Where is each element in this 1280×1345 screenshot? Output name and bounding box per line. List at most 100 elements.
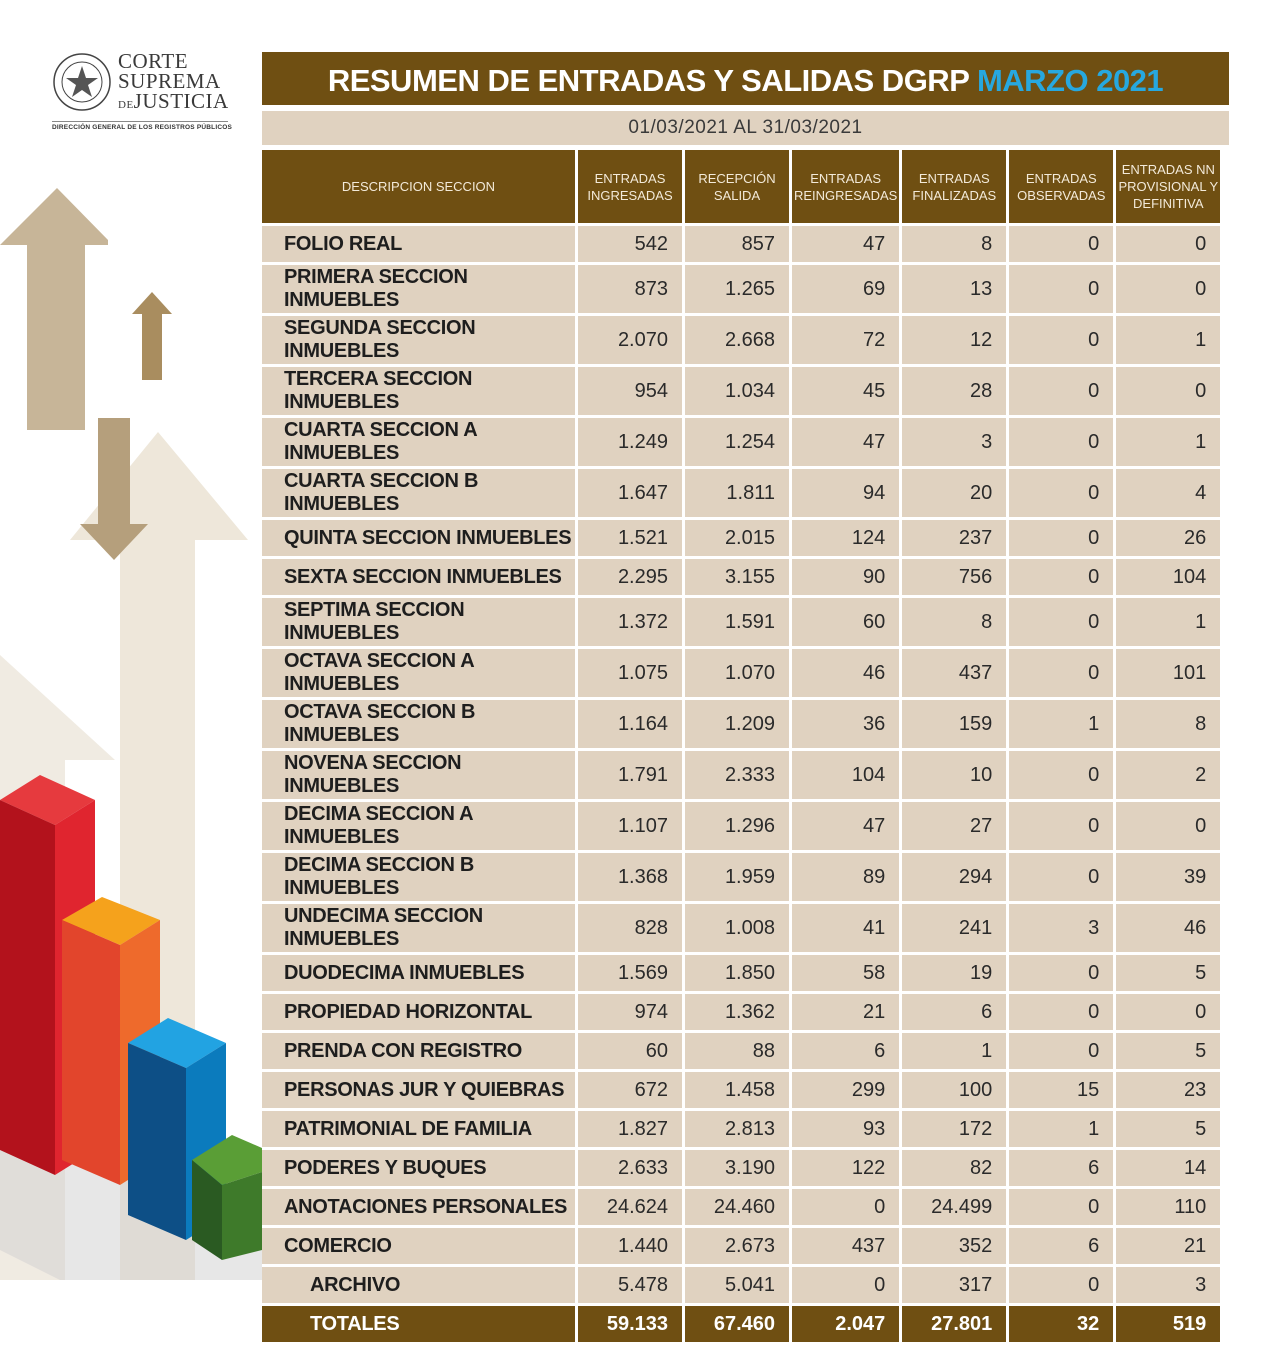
totals-value: 59.133 xyxy=(578,1306,682,1342)
row-label: FOLIO REAL xyxy=(262,226,575,262)
row-label: ARCHIVO xyxy=(262,1267,575,1303)
table-row: PROPIEDAD HORIZONTAL 974 1.362 21 6 0 0 xyxy=(262,994,1221,1030)
table-row: CUARTA SECCION A INMUEBLES 1.249 1.254 47 3 0… xyxy=(262,418,1221,466)
row-value: 60 xyxy=(792,598,900,646)
row-value: 0 xyxy=(1009,316,1114,364)
row-value: 2.813 xyxy=(685,1111,789,1147)
row-value: 1.458 xyxy=(685,1072,789,1108)
row-value: 2.015 xyxy=(685,520,789,556)
row-value: 27 xyxy=(902,802,1007,850)
row-value: 1 xyxy=(1009,1111,1114,1147)
row-value: 1.811 xyxy=(685,469,789,517)
row-value: 90 xyxy=(792,559,900,595)
row-value: 1.008 xyxy=(685,904,789,952)
row-value: 21 xyxy=(1116,1228,1221,1264)
title-main: RESUMEN DE ENTRADAS Y SALIDAS DGRP xyxy=(327,63,970,98)
row-value: 26 xyxy=(1116,520,1221,556)
row-label: DUODECIMA INMUEBLES xyxy=(262,955,575,991)
row-label: DECIMA SECCION A INMUEBLES xyxy=(262,802,575,850)
row-value: 2.070 xyxy=(578,316,682,364)
row-value: 1.827 xyxy=(578,1111,682,1147)
row-value: 6 xyxy=(1009,1228,1114,1264)
bar-chart-3d-icon xyxy=(0,775,262,1260)
row-value: 672 xyxy=(578,1072,682,1108)
row-value: 5.041 xyxy=(685,1267,789,1303)
row-value: 36 xyxy=(792,700,900,748)
arrow-up-icon xyxy=(132,292,172,380)
row-value: 1.070 xyxy=(685,649,789,697)
row-value: 0 xyxy=(1009,802,1114,850)
row-value: 5 xyxy=(1116,1111,1221,1147)
row-label: OCTAVA SECCION B INMUEBLES xyxy=(262,700,575,748)
row-label: NOVENA SECCION INMUEBLES xyxy=(262,751,575,799)
table-row: QUINTA SECCION INMUEBLES 1.521 2.015 124 237… xyxy=(262,520,1221,556)
row-value: 82 xyxy=(902,1150,1007,1186)
row-value: 1.107 xyxy=(578,802,682,850)
table-row: SEPTIMA SECCION INMUEBLES 1.372 1.591 60 8 0 1 xyxy=(262,598,1221,646)
header-entradas-finalizadas: ENTRADAS FINALIZADAS xyxy=(902,150,1007,223)
table-row: OCTAVA SECCION B INMUEBLES 1.164 1.209 36 15… xyxy=(262,700,1221,748)
table-row: SEGUNDA SECCION INMUEBLES 2.070 2.668 72 12 0… xyxy=(262,316,1221,364)
summary-table: DESCRIPCION SECCION ENTRADAS INGRESADAS … xyxy=(259,147,1223,1345)
row-value: 0 xyxy=(1116,367,1221,415)
row-value: 0 xyxy=(1009,1033,1114,1069)
row-value: 0 xyxy=(1009,469,1114,517)
row-label: TERCERA SECCION INMUEBLES xyxy=(262,367,575,415)
row-label: CUARTA SECCION A INMUEBLES xyxy=(262,418,575,466)
row-value: 3 xyxy=(1116,1267,1221,1303)
row-value: 100 xyxy=(902,1072,1007,1108)
row-value: 2.333 xyxy=(685,751,789,799)
court-seal-icon xyxy=(53,53,111,111)
row-value: 24.624 xyxy=(578,1189,682,1225)
row-value: 46 xyxy=(1116,904,1221,952)
row-value: 5 xyxy=(1116,1033,1221,1069)
row-value: 1.850 xyxy=(685,955,789,991)
table-header-row: DESCRIPCION SECCION ENTRADAS INGRESADAS … xyxy=(262,150,1221,223)
title-accent: MARZO 2021 xyxy=(976,63,1164,98)
row-label: OCTAVA SECCION A INMUEBLES xyxy=(262,649,575,697)
row-value: 0 xyxy=(1009,649,1114,697)
row-value: 1 xyxy=(1116,418,1221,466)
row-value: 122 xyxy=(792,1150,900,1186)
row-value: 3 xyxy=(1009,904,1114,952)
row-value: 2 xyxy=(1116,751,1221,799)
row-value: 2.673 xyxy=(685,1228,789,1264)
table-row: CUARTA SECCION B INMUEBLES 1.647 1.811 94 20… xyxy=(262,469,1221,517)
totals-value: 2.047 xyxy=(792,1306,900,1342)
row-value: 954 xyxy=(578,367,682,415)
row-value: 1.164 xyxy=(578,700,682,748)
logo-line-2: SUPREMA xyxy=(118,69,221,93)
row-value: 0 xyxy=(1009,1189,1114,1225)
row-label: SEGUNDA SECCION INMUEBLES xyxy=(262,316,575,364)
row-value: 94 xyxy=(792,469,900,517)
row-value: 1.075 xyxy=(578,649,682,697)
row-value: 1.368 xyxy=(578,853,682,901)
row-value: 2.633 xyxy=(578,1150,682,1186)
table-row: PERSONAS JUR Y QUIEBRAS 672 1.458 299 100 15 2… xyxy=(262,1072,1221,1108)
row-value: 0 xyxy=(1009,598,1114,646)
row-value: 8 xyxy=(1116,700,1221,748)
row-value: 294 xyxy=(902,853,1007,901)
totals-row: TOTALES 59.133 67.460 2.047 27.801 32 519 xyxy=(262,1306,1221,1342)
row-value: 974 xyxy=(578,994,682,1030)
logo-subtitle: DIRECCIÓN GENERAL DE LOS REGISTROS PÚBLI… xyxy=(52,121,232,131)
row-value: 124 xyxy=(792,520,900,556)
court-logo: CORTE SUPREMA DEJUSTICIA DIRECCIÓN GENER… xyxy=(48,48,232,134)
row-value: 317 xyxy=(902,1267,1007,1303)
row-value: 0 xyxy=(1116,226,1221,262)
row-value: 104 xyxy=(1116,559,1221,595)
header-recepcion-salida: RECEPCIÓN SALIDA xyxy=(685,150,789,223)
row-value: 437 xyxy=(792,1228,900,1264)
row-value: 60 xyxy=(578,1033,682,1069)
logo-line-3-main: JUSTICIA xyxy=(133,89,229,113)
row-value: 437 xyxy=(902,649,1007,697)
row-value: 237 xyxy=(902,520,1007,556)
row-value: 1.521 xyxy=(578,520,682,556)
row-value: 19 xyxy=(902,955,1007,991)
period-range: 01/03/2021 AL 31/03/2021 xyxy=(262,111,1229,145)
row-value: 1.034 xyxy=(685,367,789,415)
table-row: PATRIMONIAL DE FAMILIA 1.827 2.813 93 172 1 5 xyxy=(262,1111,1221,1147)
arrow-up-icon xyxy=(0,188,108,430)
row-value: 46 xyxy=(792,649,900,697)
row-value: 1.591 xyxy=(685,598,789,646)
